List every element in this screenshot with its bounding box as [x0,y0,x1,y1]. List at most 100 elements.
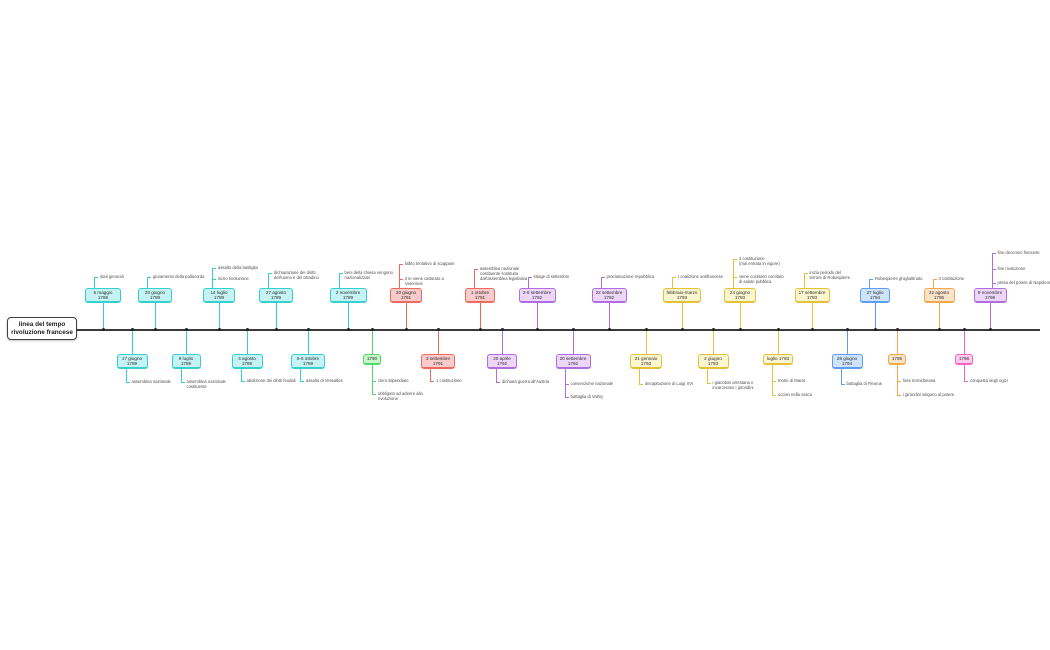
event-note[interactable]: il re viene catturato a Varennes [405,276,444,286]
event-note-line: fallito tentativo di scappare [405,261,455,266]
event-note[interactable]: strage di settembre [534,274,570,279]
event-note[interactable]: fine decennio francese [998,250,1040,255]
event-note-line: i giacobini arrestano e [712,380,754,385]
node-connector [608,303,610,330]
event-note[interactable]: Robespierre ghigliottinato [875,276,923,281]
event-node[interactable]: 26 giugno 1794 [831,354,863,369]
note-connector [125,381,130,383]
event-note[interactable]: assemblea nazionale costituente [187,379,226,389]
event-note[interactable]: beni della chiesa vengono nazionalizzati [345,270,393,280]
event-note[interactable]: dichiarazione dei diritti dell'uomo e del… [274,270,319,280]
event-node[interactable]: 14 luglio 1789 [203,288,235,303]
event-node[interactable]: 20 giugno 1791 [390,288,422,303]
event-node[interactable]: 1790 [363,354,381,365]
event-node[interactable]: 2 giugno 1793 [697,354,729,369]
event-note-line: fine decennio francese [997,250,1040,255]
event-node[interactable]: 22 settembre 1792 [591,288,627,303]
event-note[interactable]: presa del potere di Napoleone [998,280,1050,285]
event-note[interactable]: inizio rivoluzione [218,276,249,281]
timeline-dot [988,328,992,332]
event-node[interactable]: 1795 [888,354,906,365]
event-node[interactable]: 20 giugno 1789 [138,288,172,303]
event-label: 1793 [806,295,818,300]
node-connector [811,303,813,330]
event-note[interactable]: convenzione nazionale [571,381,614,386]
event-note[interactable]: 2 costituzione (mai entrata in vigore) [739,256,780,266]
event-note[interactable]: fallito tentativo di scappare [405,261,455,266]
event-label: 1792 [567,361,579,366]
event-note[interactable]: inizia periodo del terrore di Robespierre [810,270,851,280]
event-note[interactable]: battaglia di Fleurus [847,381,882,386]
event-note[interactable]: ucciso nella vasca [778,392,812,397]
root-title[interactable]: linea del tempo rivoluzione francese [7,317,77,340]
timeline-dot [873,328,877,332]
event-node[interactable]: 27 agosto 1789 [259,288,293,303]
event-node[interactable]: 17 settembre 1793 [794,288,830,303]
event-note[interactable]: fase termidoriana [903,378,935,383]
event-note[interactable]: clero stipendiato [378,378,409,383]
event-node[interactable]: 24 giugno 1793 [724,288,756,303]
event-node[interactable]: 27 luglio 1794 [860,288,890,303]
event-node[interactable]: febbraio-marzo 1793 [663,288,701,303]
event-note[interactable]: proclamazione repubblica [607,274,655,279]
event-note[interactable]: I coalizione antifrancese [678,274,723,279]
note-connector [639,369,640,384]
note-connector [932,278,937,280]
event-note[interactable]: decapitazione di Luigi XVI [645,381,693,386]
event-note-line: obbligato ad aderire alla [378,391,423,396]
event-note[interactable]: i girondini salgono al potere [903,392,954,397]
event-note[interactable]: dichiara guerra all'Austria [502,379,549,384]
event-label: 1793 [734,295,746,300]
event-note[interactable]: conquista degli egizi [970,378,1008,383]
event-note[interactable]: 1 costituzione [436,378,462,383]
timeline-dot [571,328,575,332]
event-note[interactable]: assalto della bastiglia [218,265,258,270]
event-node[interactable]: luglio 1793 [763,354,793,365]
event-node[interactable]: 9 novembre 1799 [973,288,1007,303]
event-node[interactable]: 22 agosto 1795 [923,288,955,303]
event-note[interactable]: i giacobini arrestano e incarcerano i gir… [713,380,754,390]
event-label: 20 giugno [144,289,166,295]
event-node[interactable]: 17 giugno 1789 [116,354,148,369]
event-node[interactable]: 9 luglio 1789 [171,354,201,369]
event-node[interactable]: 21 gennaio 1793 [630,354,662,369]
event-note[interactable]: viene costituito comitato di salute pubbl… [739,274,784,284]
event-node[interactable]: 4 agosto 1789 [231,354,263,369]
event-note[interactable]: fine rivoluzione [998,266,1026,271]
note-connector [240,369,242,381]
event-node[interactable]: 5 maggio 1789 [85,288,121,303]
event-note-line: viene costituito comitato [739,274,784,279]
event-node[interactable]: 1796 [955,354,973,365]
event-note[interactable]: giuramento della pallacorda [153,274,204,279]
event-label: 5 maggio [93,289,113,295]
event-note-line: assalto della bastiglia [218,265,258,270]
event-label: 1789 [97,295,109,300]
event-note[interactable]: assemblea nazionale [132,379,171,384]
event-label: 1796 [958,356,970,362]
event-label: 20 settembre [559,355,587,361]
timeline-dot [245,328,249,332]
event-note[interactable]: 3 costituzione [939,276,965,281]
event-note[interactable]: assalto di Versailles [306,378,343,383]
event-node[interactable]: 20 settembre 1792 [555,354,591,369]
event-note[interactable]: abolizione dei diritti feudali [247,378,296,383]
event-node[interactable]: 2 novembre 1789 [329,288,367,303]
event-label: 1790 [366,356,378,362]
event-note[interactable]: battaglia di Valmy [571,394,604,399]
event-node[interactable]: 20 aprile 1792 [487,354,517,369]
event-note[interactable]: stati generali [100,274,124,279]
node-connector [896,330,898,354]
event-note[interactable]: obbligato ad aderire alla rivoluzione [378,391,423,401]
event-note[interactable]: assemblea nazionale costituente sostituit… [480,266,527,282]
event-label: 1 ottobre [470,289,490,295]
event-note[interactable]: morte di Marat [778,378,805,383]
event-node[interactable]: 1 ottobre 1791 [465,288,495,303]
note-connector [706,382,711,384]
event-node[interactable]: 5-6 ottobre 1789 [291,354,325,369]
note-connector [94,276,95,288]
timeline-dot [478,328,482,332]
event-label: 1792 [531,295,543,300]
event-node[interactable]: 3 settembre 1791 [421,354,455,369]
note-connector [991,252,993,288]
event-node[interactable]: 2-6 settembre 1792 [518,288,556,303]
